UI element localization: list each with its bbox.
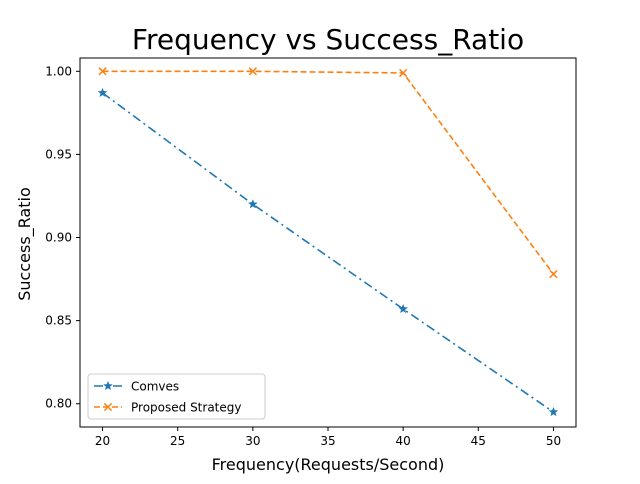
data-point (248, 67, 257, 76)
data-point (549, 269, 558, 279)
legend-marker (103, 402, 113, 412)
x-tick-label: 30 (245, 434, 260, 448)
legend-marker (103, 380, 113, 391)
y-tick-label: 0.90 (45, 231, 72, 245)
y-tick-label: 0.80 (45, 397, 72, 411)
x-tick-label: 25 (170, 434, 185, 448)
plot-area: 20 25 30 35 40 45 50 0.80 0.85 0.90 0.95 1.00 (45, 57, 577, 448)
x-tick-label: 35 (320, 434, 335, 448)
x-tick-label: 40 (396, 434, 411, 448)
data-point (97, 87, 108, 98)
x-marker-stroke (103, 402, 113, 412)
y-tick-label: 1.00 (45, 64, 72, 78)
legend-label: Comves (131, 380, 179, 394)
x-tick-label: 20 (95, 434, 110, 448)
y-tick-label: 0.85 (45, 314, 72, 328)
x-marker-stroke (549, 269, 558, 279)
x-tick-label: 50 (546, 434, 561, 448)
series-line (102, 70, 555, 275)
data-point (548, 406, 559, 417)
x-marker-stroke (399, 68, 408, 78)
chart-title: Frequency vs Success_Ratio (132, 23, 524, 56)
y-tick-label: 0.95 (45, 147, 72, 161)
data-point (398, 303, 409, 314)
x-tick-label: 45 (471, 434, 486, 448)
y-axis-label: Success_Ratio (15, 187, 35, 300)
legend-box (87, 373, 266, 420)
data-point (399, 68, 408, 78)
data-point (247, 199, 258, 209)
series-line (102, 92, 554, 413)
legend-label: Proposed Strategy (131, 401, 241, 415)
x-marker-stroke (248, 67, 257, 76)
x-axis-label: Frequency(Requests/Second) (212, 455, 445, 474)
legend: Comves Proposed Strategy (87, 373, 266, 420)
data-point (98, 67, 107, 76)
x-marker-stroke (98, 67, 107, 76)
